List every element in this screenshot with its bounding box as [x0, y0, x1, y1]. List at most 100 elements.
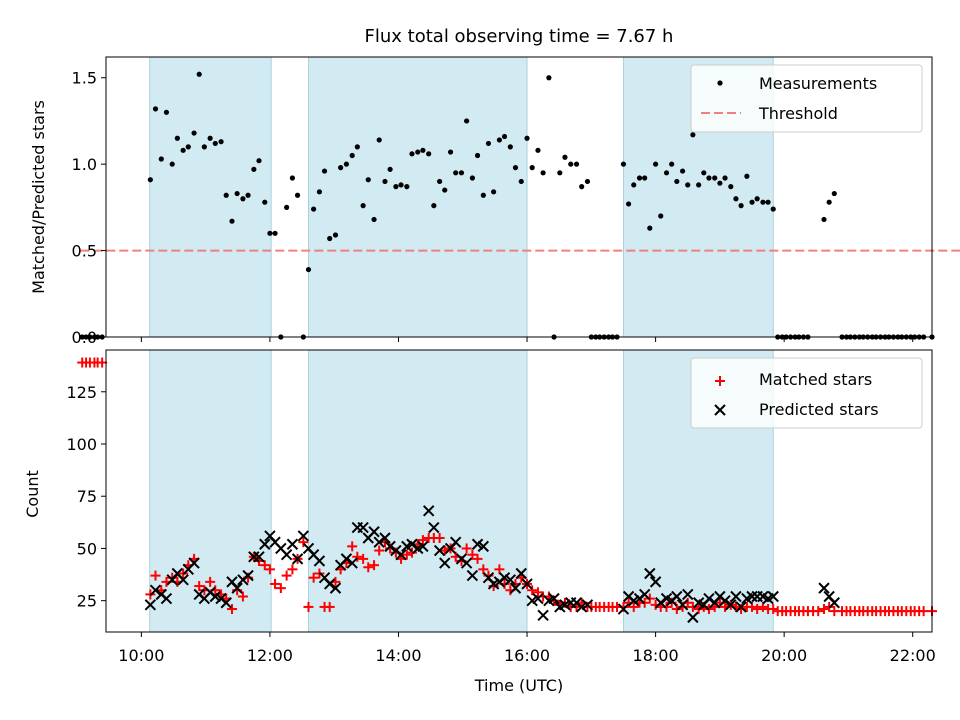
measurement-point — [191, 130, 197, 136]
measurement-point — [658, 213, 664, 219]
predicted-star-point — [433, 544, 446, 557]
measurement-point — [507, 144, 513, 150]
top-legend: Measurements Threshold — [690, 64, 923, 133]
measurement-point — [458, 170, 465, 176]
measurement-point — [415, 149, 421, 155]
measurement-point — [251, 166, 257, 172]
matched-star-point — [628, 601, 639, 612]
measurement-point — [674, 178, 680, 185]
measurement-point — [284, 204, 290, 210]
predicted-star-point — [368, 526, 380, 538]
measurement-point — [218, 139, 224, 145]
bottom-y-tick-label: 125 — [66, 383, 97, 402]
legend-predicted-marker — [714, 404, 726, 416]
bottom-axes-frame — [105, 349, 933, 633]
matched-star-point — [527, 585, 538, 596]
bottom-y-axis-ticks: 25 50 75 100 125 — [66, 383, 106, 611]
matched-star-point — [281, 570, 292, 581]
matched-star-point — [347, 541, 358, 552]
measurement-point — [426, 151, 432, 157]
measurement-point — [404, 184, 410, 190]
predicted-star-point — [671, 590, 683, 603]
measurement-point — [722, 175, 728, 181]
predicted-star-point — [384, 540, 396, 553]
measurement-point — [420, 147, 426, 153]
predicted-star-point — [160, 592, 173, 605]
bottom-legend-box — [690, 357, 923, 429]
measurement-point — [728, 184, 734, 190]
measurement-point — [663, 170, 670, 176]
predicted-star-point — [521, 578, 533, 590]
measurement-point — [706, 175, 712, 181]
observing-window — [308, 56, 528, 338]
predicted-star-point — [286, 538, 299, 550]
measurement-point — [289, 175, 296, 181]
measurement-point — [501, 133, 508, 140]
measurement-point — [485, 140, 492, 147]
matched-star-point — [472, 553, 483, 564]
predicted-star-point — [406, 538, 418, 550]
measurement-point — [79, 334, 85, 340]
measurement-point — [546, 75, 552, 81]
matched-star-point — [275, 583, 286, 594]
measurement-point — [642, 175, 648, 181]
bottom-x-tick-label: 18:00 — [633, 646, 679, 665]
measurement-point — [262, 199, 268, 205]
predicted-star-point — [422, 505, 435, 517]
predicted-star-point — [644, 567, 656, 580]
predicted-star-point — [655, 597, 667, 609]
matched-star-point — [494, 564, 505, 575]
measurement-point — [453, 170, 459, 176]
top-y-tick-label: 1.0 — [72, 155, 97, 174]
legend-matched-label: Matched stars — [759, 370, 872, 389]
matched-star-point — [358, 553, 369, 564]
top-y-tick-label: 0.5 — [72, 242, 97, 261]
top-x-axis-ticks — [140, 337, 914, 342]
predicted-star-point — [687, 611, 699, 624]
predicted-star-point — [460, 557, 473, 569]
predicted-star-point — [828, 597, 841, 609]
measurement-point — [524, 135, 530, 141]
measurement-point — [294, 192, 301, 198]
measurement-point — [349, 152, 355, 159]
measurement-point — [212, 140, 218, 147]
measurement-point — [480, 192, 486, 198]
predicted-star-point — [177, 574, 189, 586]
measurement-point — [765, 199, 771, 205]
measurement-point — [512, 165, 519, 171]
predicted-star-point — [719, 594, 731, 607]
predicted-star-point — [818, 582, 830, 594]
matched-star-point — [259, 560, 270, 571]
top-axes-frame — [105, 56, 933, 338]
bottom-y-tick-label: 50 — [77, 539, 97, 558]
predicted-star-point — [617, 603, 630, 615]
matched-star-point — [417, 535, 428, 546]
measurement-point — [717, 180, 723, 186]
matched-star-point — [298, 537, 309, 548]
measurement-point — [393, 184, 399, 190]
matched-star-point — [532, 587, 543, 598]
matched-star-point — [150, 570, 161, 581]
measurement-point — [491, 189, 497, 195]
measurement-point — [469, 175, 475, 181]
measurement-point — [518, 178, 524, 185]
measurement-point — [733, 196, 739, 202]
bottom-x-axis-label: Time (UTC) — [474, 676, 563, 695]
measurement-point — [679, 168, 686, 174]
top-y-axis-ticks: 0.0 0.5 1.0 1.5 — [72, 69, 106, 347]
measurement-point — [535, 147, 541, 153]
predicted-star-point — [730, 590, 742, 603]
measurement-point — [442, 187, 448, 193]
measurement-point — [431, 203, 437, 209]
measurement-point — [387, 166, 393, 172]
bottom-x-tick-label: 20:00 — [761, 646, 807, 665]
measurement-point — [831, 190, 837, 197]
bottom-x-tick-label: 16:00 — [504, 646, 550, 665]
measurement-point — [365, 177, 371, 183]
bottom-x-tick-label: 10:00 — [118, 646, 164, 665]
predicted-star-point — [477, 540, 490, 553]
predicted-star-point — [149, 584, 162, 596]
measurement-point — [529, 165, 535, 171]
measurement-point — [540, 170, 546, 176]
predicted-star-point — [428, 521, 440, 534]
